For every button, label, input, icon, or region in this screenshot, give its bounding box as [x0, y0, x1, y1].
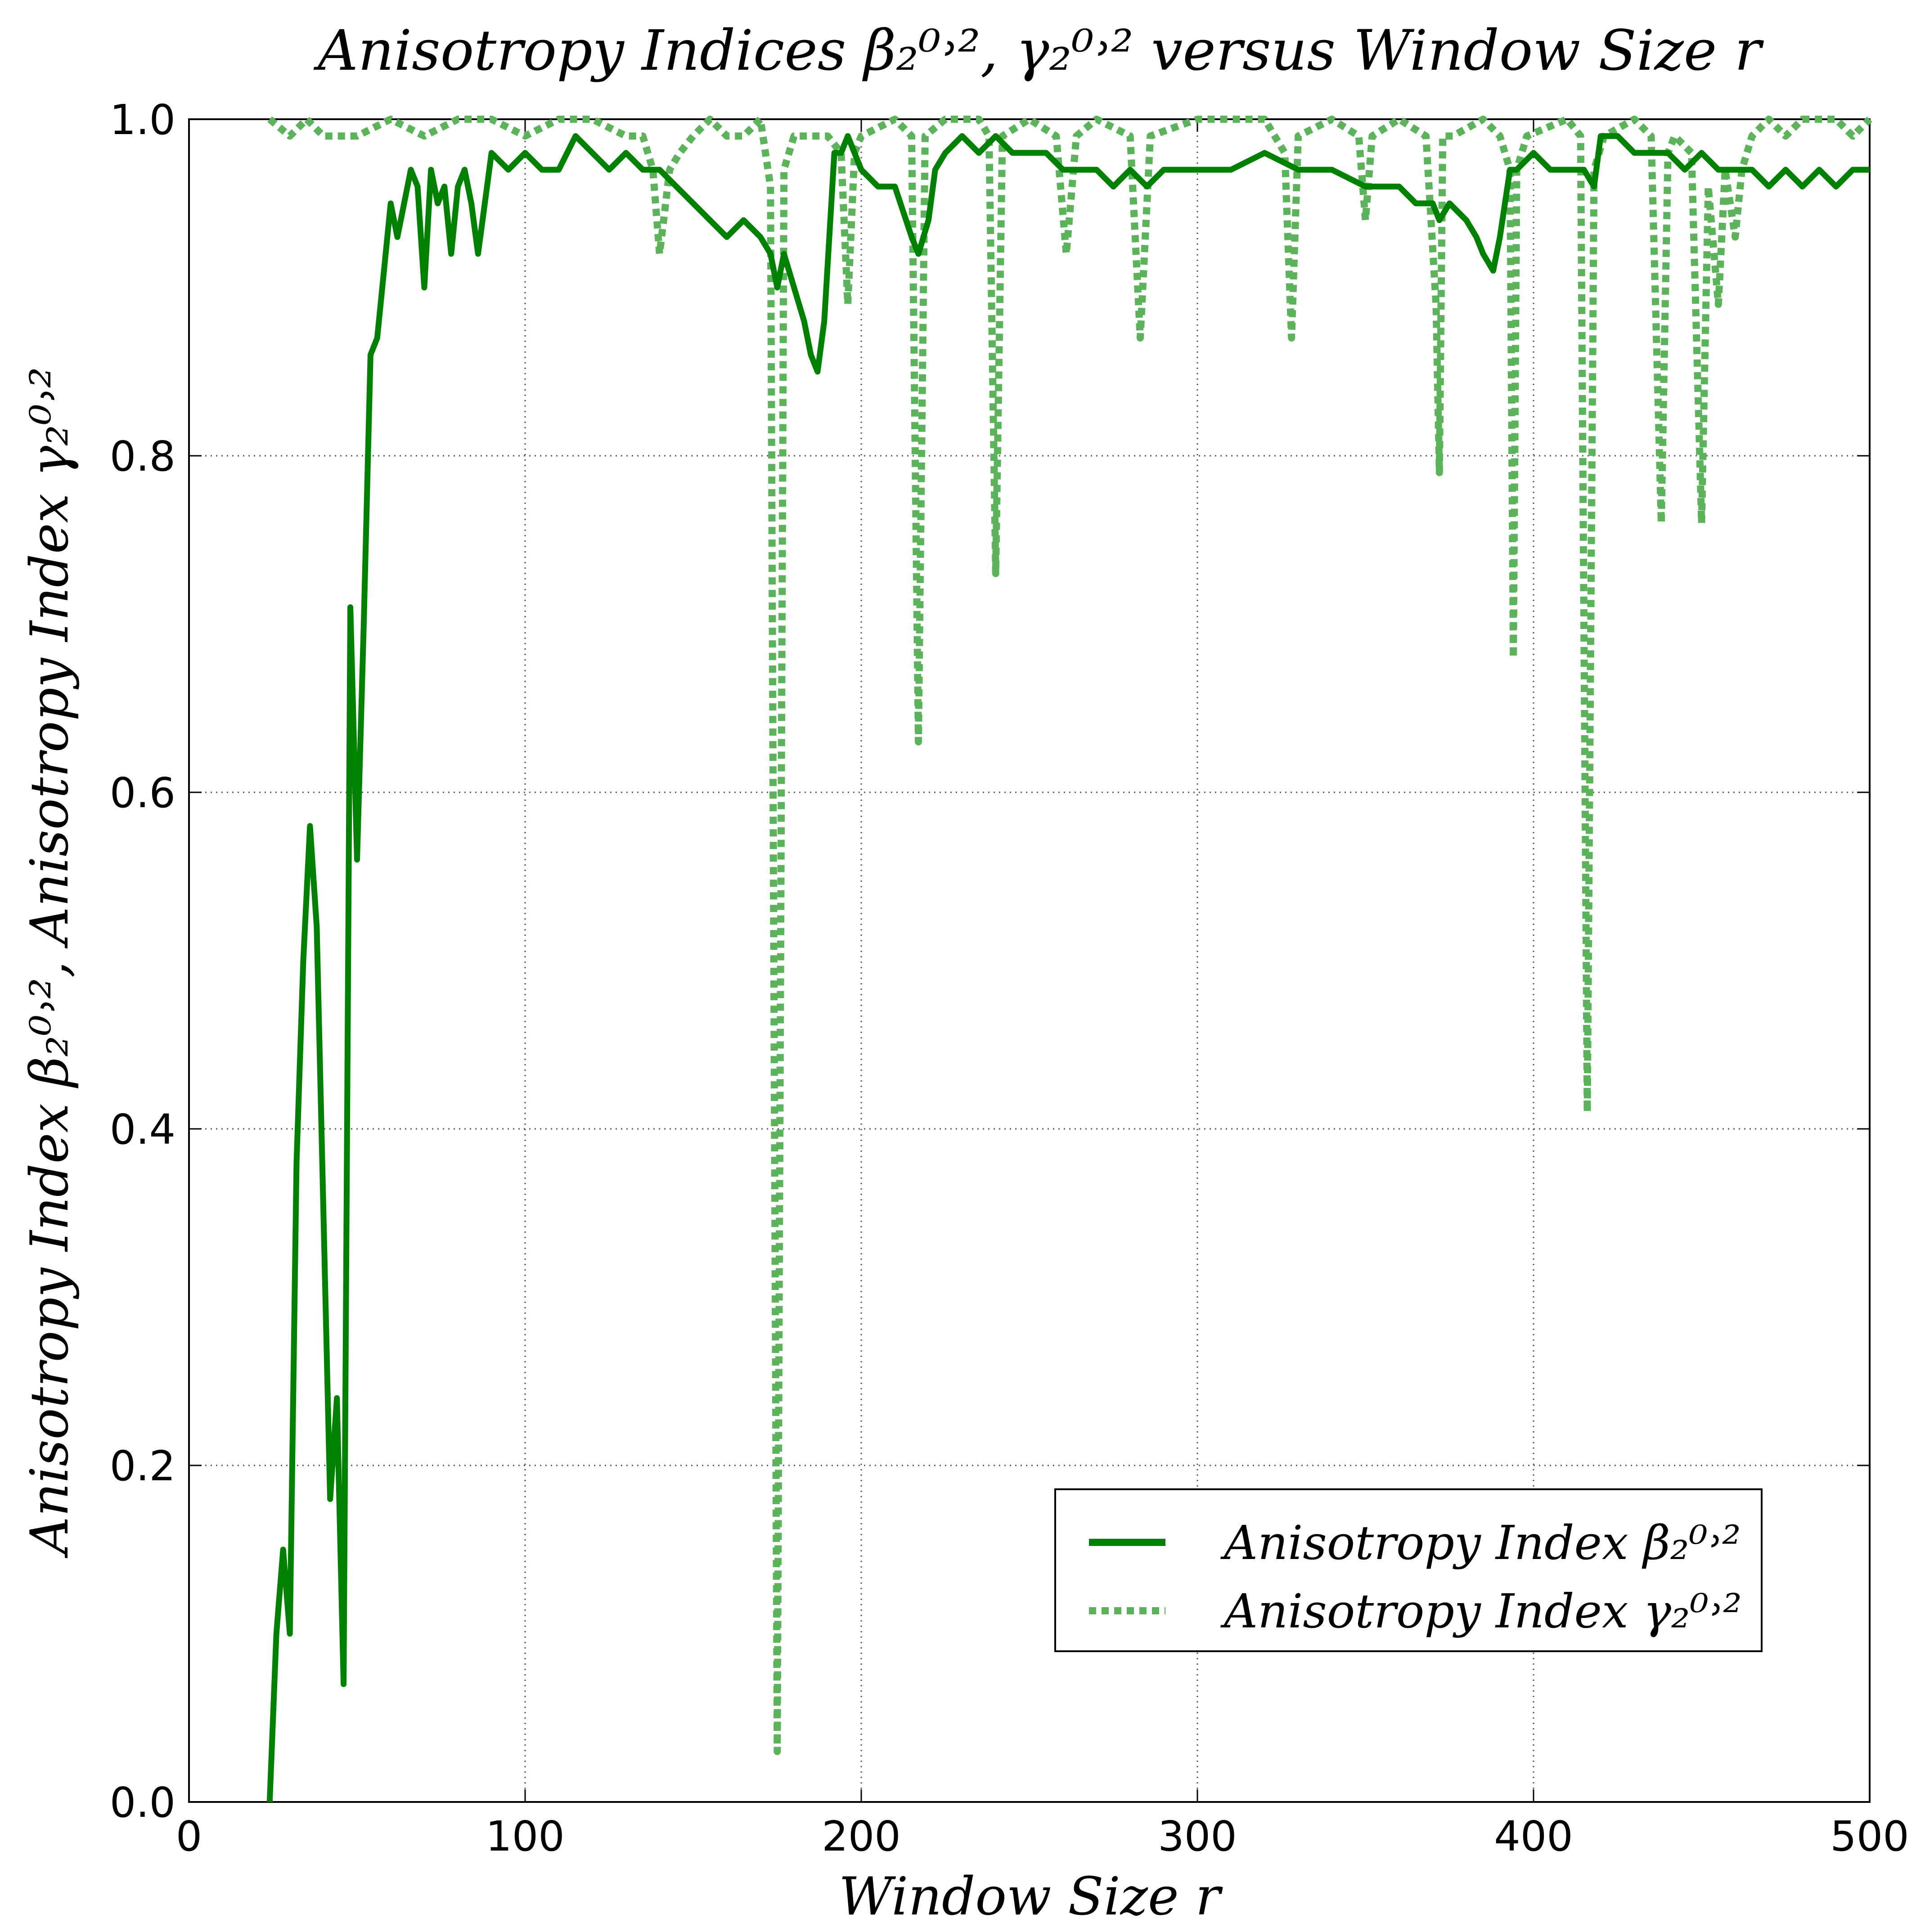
series-line-gamma — [267, 116, 1872, 1755]
y-tick-label: 0.6 — [110, 769, 175, 817]
legend: Anisotropy Index β₂⁰˒² Anisotropy Index … — [1054, 1488, 1763, 1652]
series-line-beta — [266, 133, 1870, 1802]
axis-ticks — [188, 118, 1871, 1803]
y-tick-label: 1.0 — [110, 96, 175, 144]
y-tick-label: 0.4 — [110, 1105, 175, 1154]
chart-title: Anisotropy Indices β₂⁰˒², γ₂⁰˒² versus W… — [313, 18, 1764, 83]
legend-label-gamma: Anisotropy Index γ₂⁰˒² — [1220, 1584, 1742, 1639]
tick-labels: 0 100 200 300 400 500 0.0 0.2 0.4 0.6 0.8 1.0 — [110, 96, 1909, 1860]
x-tick-label: 0 — [176, 1812, 202, 1860]
legend-label-beta: Anisotropy Index β₂⁰˒² — [1220, 1515, 1741, 1570]
y-tick-label: 0.8 — [110, 432, 175, 481]
y-tick-label: 0.0 — [110, 1779, 175, 1827]
x-tick-label: 300 — [1158, 1812, 1237, 1860]
y-axis-label: Anisotropy Index β₂⁰˒², Anisotropy Index… — [19, 367, 80, 1559]
x-tick-label: 500 — [1830, 1812, 1909, 1860]
x-tick-label: 200 — [822, 1812, 901, 1860]
y-tick-label: 0.2 — [110, 1442, 175, 1490]
x-axis-label: Window Size r — [839, 1866, 1223, 1927]
data-series — [266, 116, 1872, 1802]
legend-box — [1054, 1488, 1763, 1652]
plot-frame — [188, 118, 1871, 1803]
x-tick-label: 100 — [486, 1812, 565, 1860]
x-tick-label: 400 — [1494, 1812, 1573, 1860]
